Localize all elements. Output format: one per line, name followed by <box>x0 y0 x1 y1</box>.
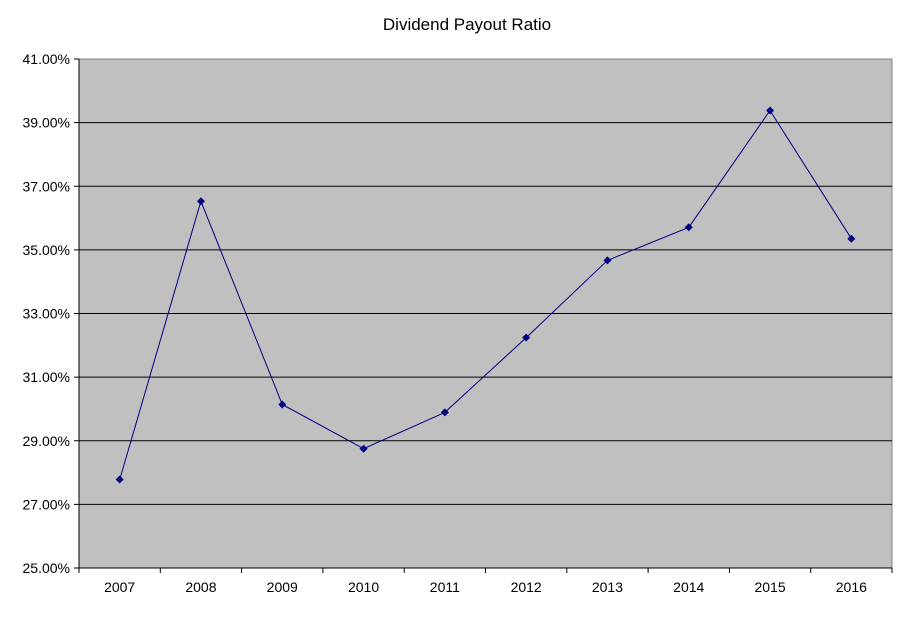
y-tick-label: 27.00% <box>23 496 70 512</box>
data-point-marker <box>196 197 205 206</box>
data-point-marker <box>684 223 693 232</box>
data-point-marker <box>847 234 856 243</box>
y-tick-label: 29.00% <box>23 433 70 449</box>
x-tick-label: 2013 <box>592 579 623 595</box>
data-series <box>115 106 856 484</box>
data-point-marker <box>522 333 531 342</box>
x-tick-label: 2009 <box>267 579 298 595</box>
x-tick-label: 2016 <box>836 579 867 595</box>
data-point-marker <box>603 256 612 265</box>
x-tick-label: 2012 <box>511 579 542 595</box>
gridlines <box>79 122 892 505</box>
data-point-marker <box>359 444 368 453</box>
y-tick-label: 41.00% <box>23 51 70 67</box>
y-tick-label: 39.00% <box>23 115 70 131</box>
x-tick-label: 2014 <box>673 579 704 595</box>
y-tick-label: 33.00% <box>23 306 70 322</box>
axes: 25.00% 27.00% 29.00% 31.00% 33.00% 35.00% 37.0… <box>23 51 893 595</box>
y-tick-label: 31.00% <box>23 369 70 385</box>
chart-title: Dividend Payout Ratio <box>383 15 551 34</box>
data-point-marker <box>278 400 287 409</box>
data-point-marker <box>115 475 124 484</box>
y-tick-label: 25.00% <box>23 560 70 576</box>
data-point-marker <box>766 106 775 115</box>
x-tick-label: 2010 <box>348 579 379 595</box>
data-point-marker <box>440 408 449 417</box>
x-tick-label: 2015 <box>754 579 785 595</box>
series-line <box>119 109 852 480</box>
x-tick-label: 2011 <box>430 579 460 595</box>
x-tick-label: 2007 <box>104 579 135 595</box>
y-tick-label: 35.00% <box>23 242 70 258</box>
x-tick-label: 2008 <box>185 579 216 595</box>
y-tick-label: 37.00% <box>23 178 70 194</box>
